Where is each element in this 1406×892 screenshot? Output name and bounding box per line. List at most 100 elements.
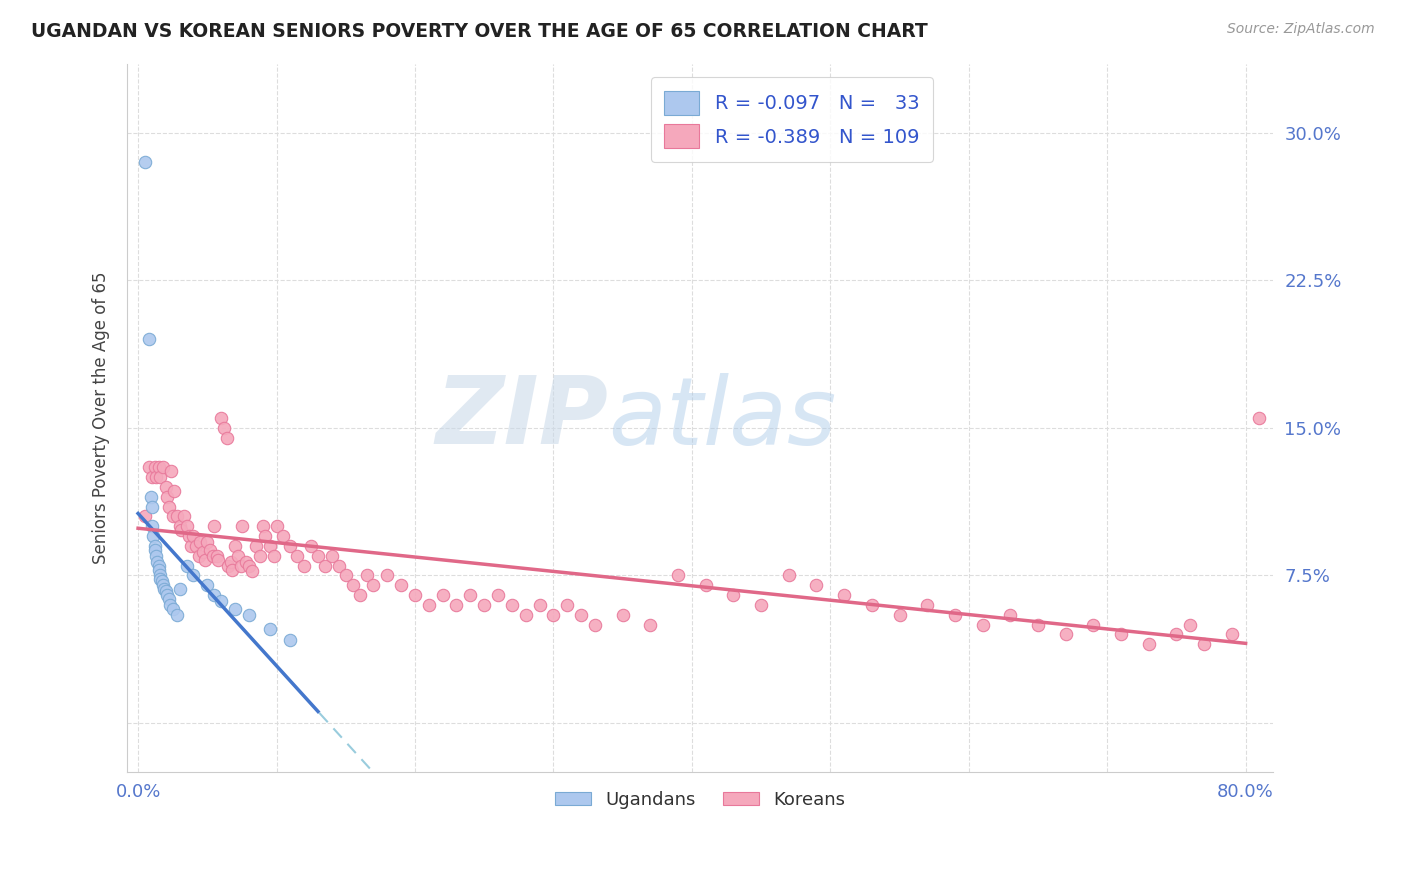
Point (1083, 617, 1105, 632)
Point (139, 490, 162, 504)
Point (1249, 411, 1271, 425)
Point (259, 539, 281, 553)
Point (259, 622, 281, 636)
Point (235, 555, 257, 569)
Point (169, 519, 191, 533)
Point (238, 558, 260, 573)
Point (432, 588, 454, 602)
Point (148, 562, 170, 576)
Point (143, 539, 166, 553)
Point (149, 572, 172, 586)
Point (134, 155, 156, 169)
Point (183, 568, 205, 582)
Point (245, 539, 267, 553)
Point (149, 470, 172, 484)
Point (217, 558, 239, 573)
Point (169, 582, 191, 597)
Point (186, 539, 208, 553)
Point (155, 480, 177, 494)
Point (328, 558, 350, 573)
Text: Source: ZipAtlas.com: Source: ZipAtlas.com (1227, 22, 1375, 37)
Point (472, 598, 495, 612)
Point (141, 519, 163, 533)
Point (972, 617, 994, 632)
Point (501, 598, 523, 612)
Point (1026, 617, 1049, 632)
Point (860, 598, 883, 612)
Point (224, 602, 246, 616)
Point (375, 568, 398, 582)
Point (280, 633, 302, 648)
Point (889, 607, 911, 622)
Point (1109, 627, 1132, 641)
Point (150, 574, 173, 589)
Point (157, 500, 180, 514)
Point (915, 598, 938, 612)
Point (229, 558, 252, 573)
Point (238, 607, 260, 622)
Point (153, 582, 176, 597)
Text: UGANDAN VS KOREAN SENIORS POVERTY OVER THE AGE OF 65 CORRELATION CHART: UGANDAN VS KOREAN SENIORS POVERTY OVER T… (31, 22, 928, 41)
Point (515, 607, 537, 622)
Point (446, 598, 468, 612)
Point (195, 578, 218, 592)
Point (152, 578, 174, 592)
Point (335, 568, 357, 582)
Point (342, 578, 364, 592)
Point (349, 588, 371, 602)
Point (723, 588, 745, 602)
Point (555, 598, 578, 612)
Point (640, 617, 662, 632)
Point (138, 460, 160, 475)
Point (314, 558, 336, 573)
Point (209, 594, 232, 608)
Point (249, 549, 271, 563)
Point (190, 535, 212, 549)
Point (543, 607, 565, 622)
Legend: Ugandans, Koreans: Ugandans, Koreans (548, 784, 852, 816)
Point (142, 529, 165, 543)
Point (205, 549, 228, 563)
Point (460, 588, 482, 602)
Point (583, 617, 606, 632)
Point (201, 549, 224, 563)
Point (363, 578, 385, 592)
Point (157, 592, 180, 607)
Point (202, 519, 225, 533)
Point (173, 509, 195, 524)
Point (1180, 617, 1202, 632)
Point (162, 509, 184, 524)
Point (145, 549, 167, 563)
Point (252, 519, 274, 533)
Point (273, 529, 295, 543)
Point (356, 568, 378, 582)
Point (1000, 607, 1022, 622)
Point (254, 529, 277, 543)
Point (176, 558, 198, 573)
Point (148, 460, 170, 475)
Point (285, 549, 308, 563)
Point (152, 460, 174, 475)
Point (231, 519, 253, 533)
Point (198, 542, 221, 557)
Point (155, 584, 177, 599)
Point (207, 552, 229, 566)
Point (226, 549, 249, 563)
Point (1054, 627, 1077, 641)
Point (141, 470, 163, 484)
Point (156, 490, 179, 504)
Point (569, 607, 592, 622)
Point (149, 568, 172, 582)
Point (141, 500, 163, 514)
Point (193, 552, 215, 566)
Point (191, 545, 214, 559)
Point (138, 332, 160, 346)
Point (404, 588, 426, 602)
Point (202, 588, 225, 602)
Point (146, 555, 169, 569)
Point (163, 483, 186, 498)
Point (1166, 627, 1188, 641)
Point (266, 519, 288, 533)
Point (832, 588, 855, 602)
Point (156, 588, 179, 602)
